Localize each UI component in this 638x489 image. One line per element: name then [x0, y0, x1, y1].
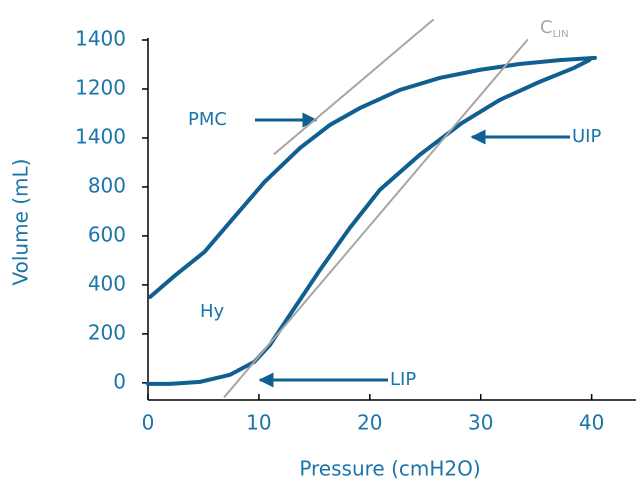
annotation: CLIN — [540, 17, 569, 40]
arrows — [255, 112, 570, 388]
x-tick-label: 10 — [246, 411, 271, 435]
y-tick-label: 1400 — [75, 124, 126, 148]
annotation: LIP — [390, 369, 416, 390]
x-axis-label: Pressure (cmH2O) — [299, 457, 480, 481]
annotation: PMC — [188, 109, 227, 130]
y-tick-label: 800 — [88, 173, 126, 197]
annotation: Hy — [200, 301, 225, 322]
x-tick-label: 0 — [142, 411, 155, 435]
annotation-text: LIP — [390, 369, 416, 390]
curve — [148, 55, 597, 299]
curve — [223, 39, 529, 398]
curve — [146, 58, 592, 386]
y-axis-label: Volume (mL) — [9, 159, 33, 286]
annotation-text: PMC — [188, 109, 227, 130]
y-tick-label: 400 — [88, 271, 126, 295]
y-tick-label: 1200 — [75, 75, 126, 99]
annotation-subscript: LIN — [553, 29, 569, 40]
x-tick-label: 30 — [468, 411, 493, 435]
annotation-text: UIP — [572, 126, 601, 147]
annotation: UIP — [572, 126, 601, 147]
x-tick-label: 20 — [357, 411, 382, 435]
y-tick-label: 1400 — [75, 27, 126, 51]
curve — [273, 18, 435, 155]
y-tick-label: 0 — [113, 369, 126, 393]
x-tick-label: 40 — [579, 411, 604, 435]
annotation-text: C — [540, 17, 553, 38]
y-tick-label: 600 — [88, 222, 126, 246]
annotation-text: Hy — [200, 301, 225, 322]
y-tick-label: 200 — [88, 320, 126, 344]
